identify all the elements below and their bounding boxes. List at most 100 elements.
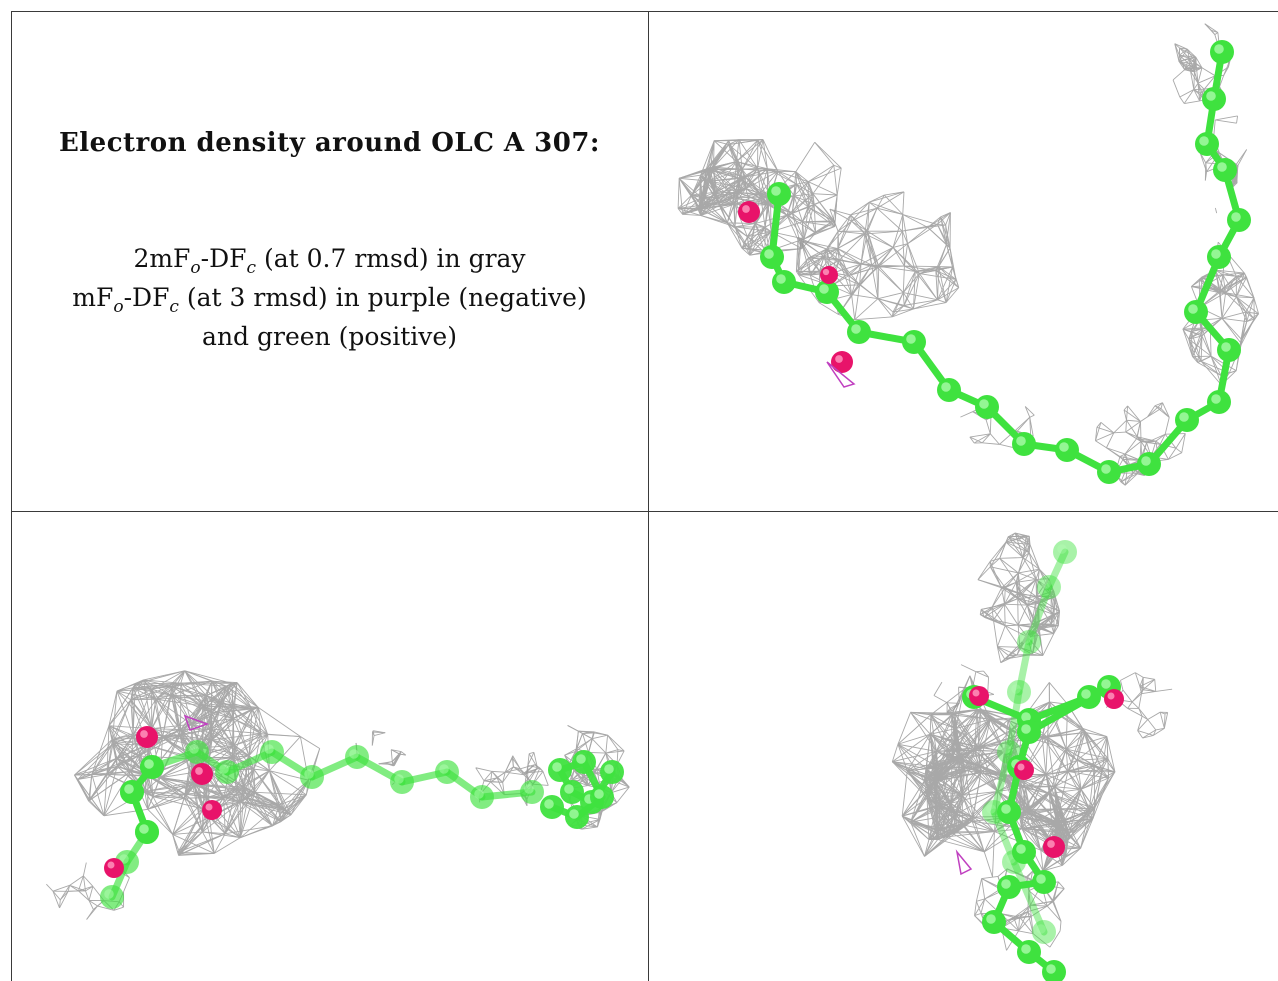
density-mesh xyxy=(1105,672,1173,739)
density-view-top-right xyxy=(649,12,1278,511)
atom-highlight xyxy=(1081,689,1091,699)
legend-text: 2mF xyxy=(133,244,191,273)
oxygen-atom xyxy=(820,266,838,284)
atom-highlight xyxy=(304,769,314,779)
legend-text: mF xyxy=(72,283,114,312)
carbon-atom xyxy=(1017,630,1041,654)
atom-highlight xyxy=(439,764,449,774)
oxygen-atom xyxy=(1014,760,1034,780)
bond xyxy=(990,748,1013,816)
carbon-atom xyxy=(390,770,414,794)
carbon-atom xyxy=(1053,540,1077,564)
oxygen-atom xyxy=(969,686,989,706)
oxygen-atom xyxy=(1104,689,1124,709)
carbon-atom xyxy=(215,760,239,784)
atom-highlight xyxy=(1107,692,1115,700)
atom-highlight xyxy=(1036,924,1046,934)
carbon-atom xyxy=(100,885,124,909)
atom-highlight xyxy=(1016,844,1026,854)
atom-highlight xyxy=(139,824,149,834)
atom-highlight xyxy=(1211,394,1221,404)
atom-highlight xyxy=(851,324,861,334)
atom-highlight xyxy=(819,284,829,294)
atom-highlight xyxy=(1101,464,1111,474)
oxygen-atom xyxy=(191,763,213,785)
atom-highlight xyxy=(776,274,786,284)
oxygen-atom xyxy=(1043,836,1065,858)
atom-highlight xyxy=(1046,964,1056,974)
atom-highlight xyxy=(544,799,554,809)
atom-highlight xyxy=(1047,840,1055,848)
atom-highlight xyxy=(594,789,604,799)
atom-highlight xyxy=(264,744,274,754)
legend-subscript: c xyxy=(169,297,179,317)
atom-highlight xyxy=(394,774,404,784)
atom-highlight xyxy=(524,784,534,794)
carbon-atom xyxy=(520,780,544,804)
atom-highlight xyxy=(1059,442,1069,452)
legend-subscript: o xyxy=(113,297,124,317)
atom-highlight xyxy=(972,689,980,697)
atom-highlight xyxy=(1041,579,1051,589)
atom-highlight xyxy=(1211,249,1221,259)
atom-highlight xyxy=(764,249,774,259)
atom-highlight xyxy=(349,749,359,759)
atom-highlight xyxy=(986,914,996,924)
carbon-atom xyxy=(470,785,494,809)
oxygen-atom xyxy=(104,858,124,878)
bond xyxy=(1005,688,1023,756)
center-divider xyxy=(648,11,649,981)
figure-title: Electron density around OLC A 307: xyxy=(58,128,601,158)
atom-highlight xyxy=(1021,712,1031,722)
atom-highlight xyxy=(1016,436,1026,446)
bond xyxy=(1010,858,1048,936)
middle-divider xyxy=(11,511,1278,512)
oxygen-atom xyxy=(136,726,158,748)
oxygen-atom xyxy=(831,351,853,373)
density-view-bottom-left xyxy=(12,512,648,981)
atom-highlight xyxy=(124,784,134,794)
atom-highlight xyxy=(941,382,951,392)
atom-highlight xyxy=(1036,874,1046,884)
atom-highlight xyxy=(1021,944,1031,954)
carbon-atom xyxy=(260,740,284,764)
atom-highlight xyxy=(474,789,484,799)
bond xyxy=(1045,548,1069,591)
negative-density-blob xyxy=(183,714,210,731)
atom-highlight xyxy=(104,889,114,899)
atom-highlight xyxy=(189,744,199,754)
legend-line-2fo-fc: 2mFo-DFc (at 0.7 rmsd) in gray xyxy=(11,244,648,278)
legend-text: -DF xyxy=(200,244,247,273)
atom-highlight xyxy=(144,759,154,769)
atom-highlight xyxy=(1217,162,1227,172)
oxygen-atom xyxy=(738,201,760,223)
atom-highlight xyxy=(1001,744,1011,754)
atom-highlight xyxy=(205,803,213,811)
carbon-atom xyxy=(1037,575,1061,599)
molecule-render-3 xyxy=(891,532,1173,981)
atom-highlight xyxy=(1057,544,1067,554)
atom-highlight xyxy=(1021,724,1031,734)
figure-grid: Electron density around OLC A 307: 2mFo-… xyxy=(11,11,1278,981)
negative-density-blob xyxy=(955,849,973,876)
legend-text: (at 3 rmsd) in purple (negative) xyxy=(178,283,587,312)
atom-highlight xyxy=(576,754,586,764)
atom-highlight xyxy=(140,730,148,738)
atom-highlight xyxy=(742,205,750,213)
carbon-atom xyxy=(345,745,369,769)
carbon-atom xyxy=(1007,680,1031,704)
density-mesh xyxy=(977,532,1061,664)
bond xyxy=(1025,583,1053,646)
caption-panel: Electron density around OLC A 307: 2mFo-… xyxy=(11,11,648,511)
legend-text: -DF xyxy=(123,283,170,312)
atom-highlight xyxy=(1199,136,1209,146)
bond xyxy=(990,808,1018,866)
top-border xyxy=(11,11,1278,12)
carbon-atom xyxy=(300,765,324,789)
atom-highlight xyxy=(604,764,614,774)
atom-highlight xyxy=(1001,879,1011,889)
carbon-atom xyxy=(1032,920,1056,944)
atom-highlight xyxy=(1021,634,1031,644)
atom-highlight xyxy=(1214,44,1224,54)
atom-highlight xyxy=(1221,342,1231,352)
